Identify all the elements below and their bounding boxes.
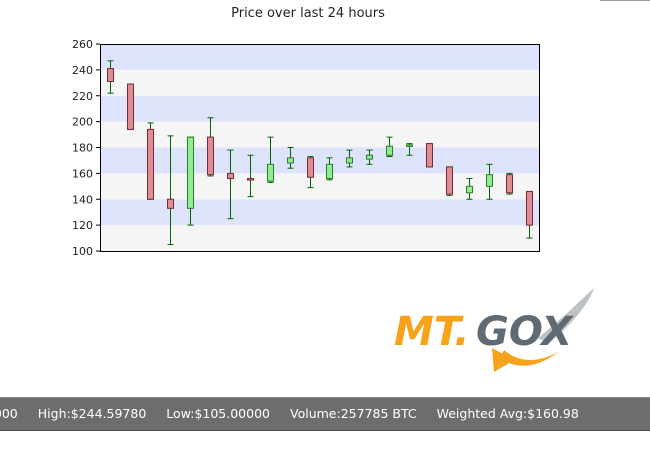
candle-body-down (247, 178, 254, 181)
ticker-label: Low: (166, 406, 195, 421)
candle-body-up (187, 136, 194, 209)
price-chart: 100 120 140 160 180 200 220 240 260 (72, 38, 540, 258)
chart-title: Price over last 24 hours (231, 6, 385, 21)
grid-band (100, 173, 539, 200)
ticker-items: 00000 High:$244.59780 Low:$105.00000 Volume… (0, 406, 599, 421)
grid-band (100, 95, 539, 122)
candle (287, 147, 294, 169)
y-tick-label: 120 (72, 219, 93, 232)
grid-band (100, 121, 539, 148)
candle-body-down (207, 136, 214, 176)
candle (366, 149, 373, 165)
ticker-item: Low:$105.00000 (166, 406, 270, 421)
ticker-value: 00000 (0, 406, 18, 421)
candle (466, 178, 473, 200)
candle (526, 190, 533, 239)
ticker-item: Volume:257785 BTC (290, 406, 417, 421)
ticker-bar: 00000 High:$244.59780 Low:$105.00000 Volume… (0, 397, 650, 431)
ticker-label: Weighted Avg: (436, 406, 528, 421)
candle-body-down (307, 157, 314, 178)
top-rule (600, 0, 650, 1)
y-tick-label: 140 (72, 193, 93, 206)
candle (207, 117, 214, 177)
candle-body-up (267, 163, 274, 182)
ticker-value: $105.00000 (194, 406, 270, 421)
grid-band (100, 199, 539, 226)
logo-swoosh-grey (538, 288, 594, 344)
candle-body-down (227, 172, 234, 180)
ticker-item: Weighted Avg:$160.98 (437, 406, 579, 421)
candle (167, 135, 174, 246)
grid-band (100, 44, 539, 70)
candle-body-up (486, 174, 493, 187)
logo-text-gox: GOX (476, 309, 574, 355)
candle (406, 143, 413, 156)
candle-body-up (386, 145, 393, 156)
candle-body-up (366, 154, 373, 160)
ticker-value: $160.98 (527, 406, 579, 421)
y-tick-label: 240 (72, 64, 93, 77)
ticker-value: 257785 BTC (340, 406, 417, 421)
y-axis: 100 120 140 160 180 200 220 240 260 (72, 38, 100, 258)
candle-body-down (446, 166, 453, 195)
candle (107, 60, 114, 94)
y-tick-label: 200 (72, 116, 93, 129)
candle-body-down (506, 174, 513, 194)
candle-body-down (147, 128, 154, 200)
candle (426, 143, 433, 168)
candle (326, 157, 333, 181)
candle-body-down (526, 190, 533, 226)
ticker-label: High: (37, 406, 71, 421)
candle (486, 163, 493, 200)
candle (346, 149, 353, 168)
ticker-item: High:$244.59780 (38, 406, 147, 421)
grid-band (100, 225, 539, 251)
candle (127, 83, 134, 130)
grid-bands (100, 44, 539, 251)
ticker-label: Volume: (290, 406, 341, 421)
y-tick-label: 260 (72, 38, 93, 51)
logo-arrow (492, 348, 514, 372)
candle-body-up (406, 144, 413, 147)
ticker-value: $244.59780 (70, 406, 147, 421)
y-tick-label: 180 (72, 142, 93, 155)
candle (187, 136, 194, 226)
candle-body-down (107, 68, 114, 83)
candle-body-up (326, 163, 333, 180)
y-tick-label: 160 (72, 167, 93, 180)
candle-body-down (127, 83, 134, 130)
candle-body-up (346, 157, 353, 164)
candle-body-up (466, 185, 473, 194)
candle (267, 136, 274, 183)
candle-body-up (287, 157, 294, 164)
mtgox-logo: MT. GOX (394, 288, 594, 372)
candle (307, 156, 314, 189)
candlestick-series (107, 60, 533, 246)
logo-text-mt: MT. (394, 309, 470, 355)
candle-body-down (167, 198, 174, 209)
plot-frame (100, 44, 540, 252)
candle (147, 122, 154, 200)
candle (506, 172, 513, 195)
candle (386, 136, 393, 158)
candle (247, 154, 254, 198)
grid-band (100, 147, 539, 174)
candle (446, 166, 453, 196)
candle-body-down (426, 143, 433, 168)
candle (227, 149, 234, 220)
y-tick-label: 100 (72, 245, 93, 258)
ticker-item: 00000 (0, 406, 18, 421)
grid-band (100, 69, 539, 96)
y-tick-label: 220 (72, 90, 93, 103)
logo-swoosh-orange (500, 350, 558, 366)
